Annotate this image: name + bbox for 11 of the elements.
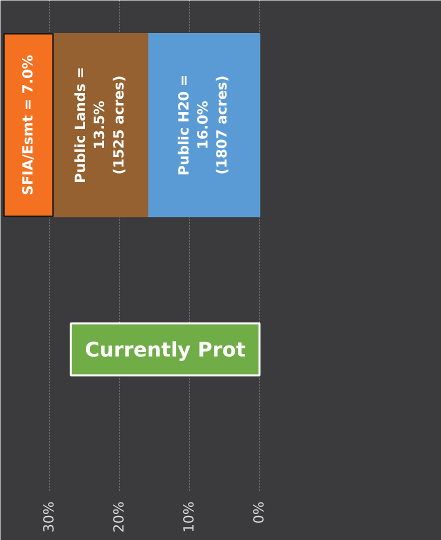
data-label: Public H20 = 16.0% (1807 acres) xyxy=(176,74,231,176)
bar xyxy=(146,32,260,218)
x-tick-label: 20% xyxy=(112,501,128,533)
x-tick-label: 10% xyxy=(182,501,198,533)
bar xyxy=(52,32,148,218)
bar xyxy=(3,32,54,218)
data-label: SFIA/Esmt = 7.0% xyxy=(20,54,36,196)
data-label: Public Lands = 13.5% (1525 acres) xyxy=(73,66,128,184)
x-tick-label: 0% xyxy=(252,501,268,524)
x-tick-label: 30% xyxy=(42,501,58,533)
annotation: Currently Prot xyxy=(84,337,246,362)
